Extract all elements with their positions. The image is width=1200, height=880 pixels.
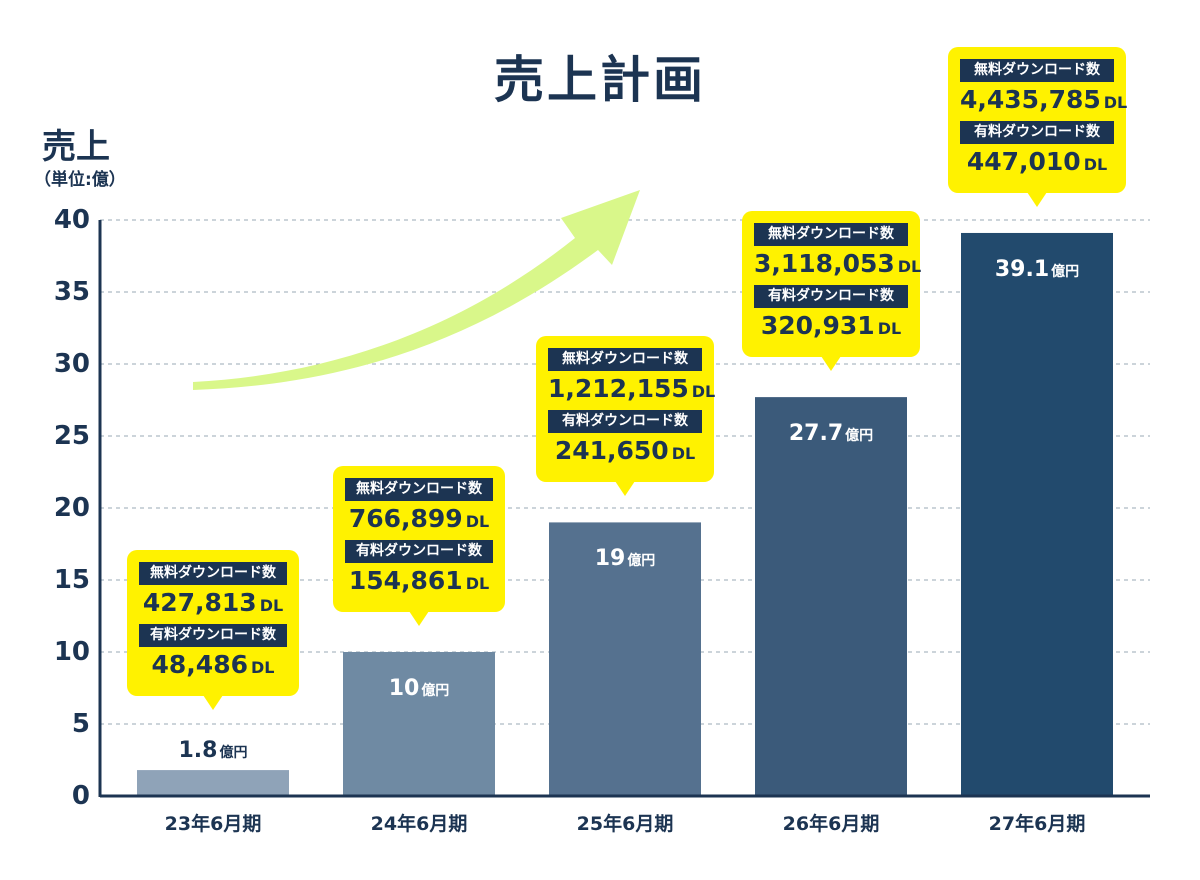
download-unit: DL: [691, 382, 716, 402]
free-download-label: 無料ダウンロード数: [754, 223, 908, 246]
y-tick-label: 35: [53, 277, 90, 307]
bar-value-label: 39.1 億円: [961, 256, 1113, 282]
paid-download-label: 有料ダウンロード数: [345, 539, 493, 563]
paid-download-label: 有料ダウンロード数: [139, 623, 287, 647]
free-download-count: 427,813: [142, 587, 257, 617]
paid-download-value: 320,931 DL: [754, 311, 908, 341]
bar-value-label: 1.8 億円: [137, 740, 289, 762]
y-tick-label: 10: [53, 637, 90, 667]
free-download-value: 766,899 DL: [345, 504, 493, 534]
bar-value-label: 10 億円: [343, 678, 495, 700]
paid-download-label: 有料ダウンロード数: [754, 284, 908, 308]
free-download-count: 3,118,053: [754, 248, 895, 278]
paid-download-label: 有料ダウンロード数: [960, 120, 1114, 144]
download-unit: DL: [897, 256, 922, 276]
free-download-count: 4,435,785: [960, 84, 1101, 114]
x-tick-label: 26年6月期: [782, 813, 880, 835]
y-tick-label: 5: [71, 709, 90, 739]
free-download-value: 4,435,785 DL: [960, 84, 1127, 115]
x-tick-label: 25年6月期: [576, 813, 674, 835]
bar-value: 39.1: [994, 256, 1050, 282]
free-download-value: 1,212,155 DL: [548, 374, 715, 404]
free-download-label: 無料ダウンロード数: [960, 58, 1114, 82]
bar-value-unit: 億円: [627, 553, 656, 570]
free-download-label: 無料ダウンロード数: [139, 562, 287, 585]
paid-download-count: 447,010: [966, 146, 1081, 176]
bar: [755, 397, 907, 796]
paid-download-value: 447,010 DL: [960, 147, 1114, 177]
bar-value: 10: [388, 676, 420, 701]
download-unit: DL: [877, 318, 902, 338]
chart-title: 売上計画: [494, 51, 706, 109]
bar: [961, 232, 1113, 796]
y-tick-label: 25: [53, 421, 90, 451]
paid-download-value: 48,486 DL: [139, 650, 287, 680]
bar-value: 27.7: [788, 421, 844, 447]
paid-download-label: 有料ダウンロード数: [548, 410, 702, 433]
download-callout: 無料ダウンロード数 427,813 DL 有料ダウンロード数 48,486 DL: [127, 550, 299, 710]
free-download-label: 無料ダウンロード数: [548, 348, 702, 372]
bar: [137, 770, 289, 796]
y-axis-unit: （単位:億）: [34, 170, 126, 190]
free-download-count: 766,899: [348, 503, 463, 533]
download-unit: DL: [251, 657, 275, 677]
y-tick-label: 0: [71, 781, 90, 811]
x-tick-label: 27年6月期: [988, 813, 1086, 835]
download-callout: 無料ダウンロード数 3,118,053 DL 有料ダウンロード数 320,931 DL: [742, 211, 921, 371]
free-download-value: 427,813 DL: [139, 588, 287, 618]
paid-download-value: 241,650 DL: [548, 436, 702, 466]
y-tick-label: 15: [53, 565, 90, 595]
bar-value: 19: [594, 546, 626, 572]
bar-value-unit: 億円: [1051, 263, 1080, 280]
download-callout: 無料ダウンロード数 766,899 DL 有料ダウンロード数 154,861 DL: [333, 466, 505, 626]
free-download-value: 3,118,053 DL: [754, 248, 921, 279]
download-unit: DL: [1083, 154, 1108, 174]
download-unit: DL: [671, 443, 696, 463]
free-download-label: 無料ダウンロード数: [345, 478, 493, 501]
bar-value-label: 19 億円: [549, 548, 701, 570]
bar-value-label: 27.7 億円: [755, 423, 907, 445]
bar-value-unit: 億円: [219, 745, 248, 762]
paid-download-count: 241,650: [554, 435, 669, 465]
bar: [549, 522, 701, 796]
bar: [343, 652, 495, 796]
paid-download-count: 154,861: [348, 565, 463, 595]
bars: [137, 232, 1113, 796]
bar-value: 1.8: [178, 738, 218, 764]
x-tick-label: 24年6月期: [370, 813, 468, 835]
paid-download-count: 48,486: [151, 649, 248, 679]
growth-arrow-icon: [193, 190, 640, 390]
download-callout: 無料ダウンロード数 4,435,785 DL 有料ダウンロード数 447,010 DL: [948, 46, 1127, 207]
y-axis-label: 売上: [42, 127, 110, 167]
bar-value-unit: 億円: [421, 683, 450, 699]
download-unit: DL: [259, 595, 284, 615]
paid-download-value: 154,861 DL: [345, 566, 493, 596]
x-tick-label: 23年6月期: [164, 813, 262, 835]
free-download-count: 1,212,155: [548, 374, 689, 404]
y-tick-label: 20: [53, 493, 90, 523]
y-tick-label: 40: [53, 205, 90, 235]
download-unit: DL: [465, 511, 490, 531]
bar-value-unit: 億円: [845, 428, 874, 445]
download-unit: DL: [465, 573, 490, 593]
download-unit: DL: [1103, 92, 1128, 112]
y-tick-label: 30: [53, 349, 90, 379]
paid-download-count: 320,931: [760, 310, 875, 340]
download-callout: 無料ダウンロード数 1,212,155 DL 有料ダウンロード数 241,650 DL: [536, 336, 715, 496]
